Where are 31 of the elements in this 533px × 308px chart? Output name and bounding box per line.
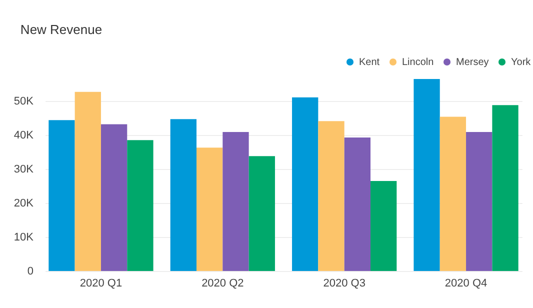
x-tick-label: 2020 Q4: [444, 278, 488, 290]
y-tick-label: 10K: [14, 232, 34, 244]
bar: [318, 121, 344, 271]
bar: [370, 180, 397, 271]
bar: [48, 120, 75, 271]
bar: [466, 132, 492, 271]
bar: [222, 132, 249, 271]
y-tick-label: 40K: [14, 130, 34, 142]
bar: [74, 92, 101, 271]
x-tick-label: 2020 Q2: [202, 278, 244, 290]
bar: [127, 140, 154, 271]
bar: [196, 148, 223, 271]
x-tick-label: 2020 Q1: [80, 278, 122, 290]
y-tick-label: 0: [27, 266, 34, 278]
bar: [248, 156, 275, 271]
legend-label: Kent: [359, 57, 380, 68]
y-tick-label: 30K: [14, 164, 34, 176]
chart-title: New Revenue: [20, 22, 102, 37]
bar: [170, 119, 196, 271]
bar: [440, 116, 466, 271]
x-tick-label: 2020 Q3: [323, 278, 366, 290]
bar: [100, 124, 128, 271]
legend-label: York: [511, 57, 532, 68]
y-tick-label: 50K: [14, 96, 34, 108]
bar: [492, 105, 518, 271]
legend-label: Mersey: [456, 57, 489, 68]
y-tick-label: 20K: [14, 198, 34, 210]
bar: [344, 137, 371, 271]
legend-label: Lincoln: [402, 57, 434, 68]
bar: [292, 97, 318, 271]
bar: [414, 79, 440, 271]
